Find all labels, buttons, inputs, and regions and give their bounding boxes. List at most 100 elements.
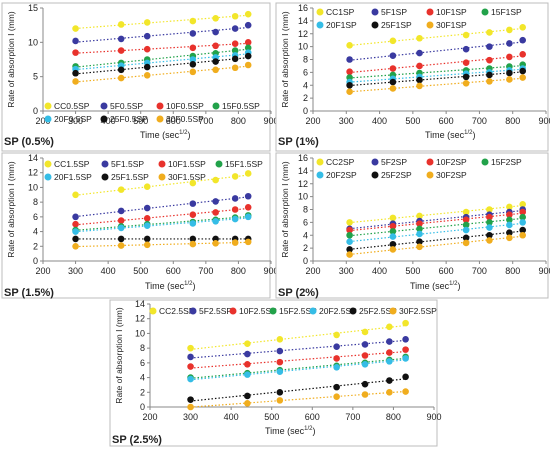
legend-entry: 15F1.5SP xyxy=(225,159,263,169)
y-tick-label: 0 xyxy=(303,256,308,266)
data-point xyxy=(189,220,197,227)
data-point xyxy=(386,377,393,384)
x-axis-label-text: Time (sec xyxy=(425,130,465,140)
trend-line xyxy=(190,359,406,381)
y-tick-label: 10 xyxy=(298,192,308,202)
data-point xyxy=(189,61,197,68)
data-point xyxy=(117,186,125,193)
y-tick-label: 14 xyxy=(298,16,308,26)
x-tick-label: 700 xyxy=(472,266,487,276)
y-axis-label: Rate of absorption I (mm) xyxy=(114,307,124,404)
series-10F xyxy=(346,208,526,234)
data-point xyxy=(486,71,493,79)
data-point xyxy=(276,336,284,343)
x-axis-label: Time (sec1/2) xyxy=(145,281,196,291)
data-point xyxy=(231,173,239,180)
data-point xyxy=(231,55,239,63)
series-CC xyxy=(72,10,252,32)
data-point xyxy=(486,56,493,64)
x-axis-label-end: ) xyxy=(473,130,476,140)
data-point xyxy=(244,340,251,348)
data-point xyxy=(486,224,493,231)
trend-line xyxy=(349,65,523,79)
data-point xyxy=(519,219,526,226)
legend-entry: CC1SP xyxy=(326,7,355,17)
x-axis-label-text: Time (sec xyxy=(265,426,305,436)
data-point xyxy=(117,207,125,215)
trend-line xyxy=(349,41,523,61)
legend-entry: 30F1SP xyxy=(436,20,467,30)
data-point xyxy=(462,216,470,224)
legend-marker xyxy=(229,307,237,315)
x-axis-label: Time (sec1/2) xyxy=(265,426,316,436)
trend-line xyxy=(349,230,523,250)
x-tick-label: 600 xyxy=(439,266,454,276)
legend-entry: 20F2.5SP xyxy=(319,306,357,316)
legend-marker xyxy=(149,307,157,315)
data-point xyxy=(72,49,79,56)
legend-entry: 25F0.5SP xyxy=(110,114,148,124)
legend-marker xyxy=(101,173,109,181)
data-point xyxy=(189,17,197,25)
legend: CC1SP 5F1SP 10F1SP 15F1SP 20F1SP 25F1SP 30F1SP xyxy=(316,7,522,30)
data-point xyxy=(416,220,423,227)
x-axis-label-sup: 1/2 xyxy=(304,426,313,432)
data-point xyxy=(143,32,151,40)
data-point xyxy=(389,37,397,45)
data-point xyxy=(231,12,239,20)
legend-marker xyxy=(426,8,434,16)
x-axis-label-end: ) xyxy=(193,281,196,291)
data-point xyxy=(506,203,513,211)
data-point xyxy=(72,220,79,228)
chart-panel-4: 200 300 400 500 600 700 800 900 0 2 4 6 8 10 12 14 16 Rat… xyxy=(275,152,550,299)
data-point xyxy=(361,380,369,388)
trend-line xyxy=(190,357,406,379)
data-point xyxy=(143,71,151,79)
legend-entry: 10F0.5SP xyxy=(166,101,204,111)
data-point xyxy=(143,235,151,243)
y-tick-label: 16 xyxy=(298,3,308,13)
data-point xyxy=(462,226,470,234)
series-25F xyxy=(187,373,409,403)
data-point xyxy=(187,396,194,403)
x-tick-label: 800 xyxy=(505,266,520,276)
data-point xyxy=(189,56,197,63)
y-tick-label: 2 xyxy=(33,241,38,251)
data-point xyxy=(187,344,194,352)
y-tick-label: 4 xyxy=(140,373,145,383)
data-point xyxy=(416,62,423,70)
panel-label: SP (1.5%) xyxy=(4,287,54,299)
data-point xyxy=(361,352,369,359)
data-point xyxy=(72,228,79,235)
legend-entry: 25F1.5SP xyxy=(111,172,149,182)
data-point xyxy=(231,195,239,202)
legend-marker xyxy=(215,160,223,168)
data-point xyxy=(519,67,526,75)
data-point xyxy=(143,183,151,190)
data-point xyxy=(402,346,409,353)
data-point xyxy=(244,400,251,407)
data-point xyxy=(333,343,340,350)
data-point xyxy=(389,52,397,59)
data-point xyxy=(402,319,409,327)
series-5F xyxy=(346,36,526,63)
legend: CC2.5SP 5F2.5SP 10F2.5SP 15F2.5SP 20F2.5SP 25… xyxy=(149,306,437,316)
y-tick-label: 16 xyxy=(298,153,308,163)
y-axis-label: Rate of absorption I (mm) xyxy=(280,11,290,108)
data-point xyxy=(276,358,284,366)
legend-marker xyxy=(269,307,277,315)
series-15F xyxy=(346,213,526,239)
data-point xyxy=(506,40,513,47)
trend-line xyxy=(75,215,249,231)
data-point xyxy=(231,206,239,213)
y-tick-label: 12 xyxy=(298,179,308,189)
data-point xyxy=(462,239,470,247)
data-point xyxy=(244,44,252,52)
y-tick-label: 10 xyxy=(298,42,308,52)
legend-marker xyxy=(44,115,52,123)
data-point xyxy=(231,25,239,32)
data-point xyxy=(346,246,353,253)
data-point xyxy=(506,53,513,61)
data-point xyxy=(416,76,423,84)
legend-marker xyxy=(156,115,164,123)
